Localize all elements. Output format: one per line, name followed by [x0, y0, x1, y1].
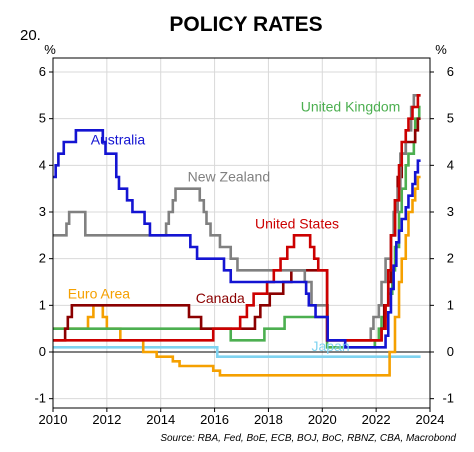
series-line-euro-area	[53, 175, 421, 377]
series-line-new-zealand	[53, 94, 421, 342]
y-tick-label-right: 2	[447, 251, 454, 266]
x-tick-label: 2018	[254, 412, 283, 427]
series-lines	[53, 94, 421, 377]
figure-number: 20.	[20, 27, 41, 44]
x-tick-label: 2022	[362, 412, 391, 427]
chart-title: POLICY RATES	[169, 13, 322, 36]
y-tick-label-right: 6	[447, 64, 454, 79]
y-tick-label-right: -1	[442, 391, 454, 406]
y-tick-label-right: 3	[447, 204, 454, 219]
y-tick-label-left: 2	[39, 251, 46, 266]
y-tick-label-left: 4	[39, 157, 46, 172]
series-label-new-zealand: New Zealand	[188, 169, 271, 185]
x-tick-label: 2012	[92, 412, 121, 427]
y-tick-label-right: 4	[447, 157, 454, 172]
y-tick-label-right: 5	[447, 111, 454, 126]
y-tick-label-left: 0	[39, 344, 46, 359]
plot-area-frame	[52, 57, 431, 409]
series-line-japan	[53, 346, 421, 358]
series-labels: Australia New Zealand United States United …	[68, 99, 401, 354]
x-tick-label: 2016	[200, 412, 229, 427]
y-axis-unit-right: %	[435, 42, 447, 57]
x-tick-label: 2010	[39, 412, 68, 427]
series-label-canada: Canada	[196, 290, 245, 306]
series-line-australia	[53, 129, 421, 349]
y-axis-unit-left: %	[44, 42, 56, 57]
series-line-united-states	[53, 94, 421, 342]
series-label-united-states: United States	[255, 215, 339, 231]
y-tick-label-left: 6	[39, 64, 46, 79]
x-tick-label: 2020	[308, 412, 337, 427]
y-tick-label-right: 1	[447, 297, 454, 312]
axis-ticks: -1 -1 0 0 1 1 2 2 3 3 4 4 5 5 6 6 2010 2012 2014 2016 2018 20…	[34, 64, 454, 427]
series-label-australia: Australia	[91, 131, 146, 147]
source-note: Source: RBA, Fed, BoE, ECB, BOJ, BoC, RB…	[160, 433, 456, 444]
y-tick-label-left: 1	[39, 297, 46, 312]
y-tick-label-left: -1	[34, 391, 46, 406]
series-line-canada	[53, 117, 421, 342]
y-tick-label-left: 5	[39, 111, 46, 126]
x-tick-label: 2014	[146, 412, 175, 427]
x-tick-label: 2024	[416, 412, 445, 427]
series-label-japan: Japan	[312, 338, 350, 354]
y-tick-label-right: 0	[447, 344, 454, 359]
series-label-united-kingdom: United Kingdom	[301, 99, 401, 115]
y-tick-label-left: 3	[39, 204, 46, 219]
series-label-euro-area: Euro Area	[68, 285, 130, 301]
